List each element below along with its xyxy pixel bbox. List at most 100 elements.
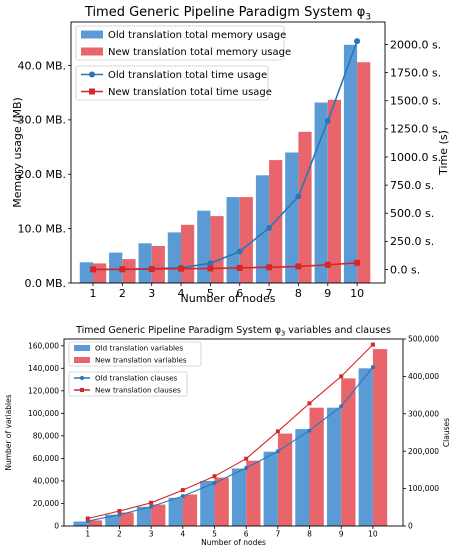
y2-tick-label: 0 bbox=[408, 522, 413, 531]
legend-label: New translation total time usage bbox=[108, 87, 272, 98]
bar-new-4 bbox=[181, 224, 195, 283]
point-new-7 bbox=[275, 429, 280, 434]
x-tick-label: 6 bbox=[244, 530, 249, 539]
legend-swatch-bar-new bbox=[81, 47, 103, 56]
y2-tick-label: 2000.0 s. bbox=[390, 38, 441, 51]
bar-old-4 bbox=[167, 232, 181, 283]
point-new-5 bbox=[212, 474, 217, 479]
bar-new-6 bbox=[239, 197, 253, 283]
x-tick-label: 1 bbox=[85, 530, 90, 539]
point-new-8 bbox=[295, 263, 302, 270]
bar-new-2 bbox=[119, 512, 134, 526]
point-new-6 bbox=[244, 456, 249, 461]
point-old-9 bbox=[324, 118, 331, 124]
variables-clauses-chart: 1 2 3 4 5 6 7 8 9 10 0 20,000 40,000 60,000 80,000 100,… bbox=[4, 325, 451, 547]
y2-axis-label: Time (s) bbox=[437, 130, 450, 176]
bar-old-6 bbox=[231, 468, 247, 526]
legend-box bbox=[75, 25, 285, 61]
point-new-2 bbox=[119, 266, 126, 273]
point-old-3 bbox=[149, 504, 154, 509]
point-old-6 bbox=[236, 248, 243, 255]
point-old-5 bbox=[207, 260, 214, 267]
line-old bbox=[87, 366, 374, 522]
bar-new-8 bbox=[309, 407, 324, 526]
legend-box bbox=[68, 371, 188, 397]
point-new-10 bbox=[354, 259, 361, 266]
legend-label: Old translation total time usage bbox=[108, 70, 267, 81]
bar-old-4 bbox=[168, 497, 183, 526]
y2-tick-label: 1500.0 s. bbox=[390, 95, 441, 108]
y2-tick-label: 100,000 bbox=[408, 484, 439, 493]
point-new-10 bbox=[370, 342, 375, 347]
memory-time-chart: 1 2 3 4 5 6 7 8 9 10 0.0 MB. 10.0 MB. 20.0 MB. 30.0 M… bbox=[11, 5, 450, 305]
bar-new-9 bbox=[327, 99, 341, 283]
point-new-4 bbox=[178, 265, 184, 272]
bar-old-5 bbox=[197, 210, 211, 283]
point-old-8 bbox=[295, 193, 302, 200]
legend-label: Old translation variables bbox=[95, 344, 183, 353]
point-new-3 bbox=[148, 266, 155, 273]
y2-tick-label: 500,000 bbox=[408, 335, 439, 344]
bar-old-5 bbox=[200, 480, 215, 526]
chart-title: Timed Generic Pipeline Paradigm System φ… bbox=[84, 5, 371, 22]
legend-marker-line-new bbox=[89, 88, 95, 95]
bar-old-2 bbox=[109, 252, 123, 283]
y-tick-label: 120,000 bbox=[28, 386, 59, 395]
point-old-8 bbox=[307, 428, 312, 433]
bar-old-3 bbox=[138, 243, 152, 283]
x-tick-label: 3 bbox=[148, 287, 155, 300]
point-new-9 bbox=[324, 261, 331, 268]
bar-new-8 bbox=[298, 131, 312, 283]
y-tick-label: 0 bbox=[54, 522, 59, 531]
x-axis-label: Number of nodes bbox=[181, 292, 276, 305]
legend-swatch-bar-old bbox=[81, 30, 103, 39]
y2-tick-label: 300,000 bbox=[408, 409, 439, 418]
legend-label: New translation total memory usage bbox=[108, 47, 291, 58]
bar-old-7 bbox=[255, 175, 270, 283]
point-new-8 bbox=[307, 401, 312, 406]
bar-old-7 bbox=[263, 451, 278, 526]
y-tick-label: 40,000 bbox=[33, 477, 59, 486]
y-tick-label: 20.0 MB. bbox=[17, 168, 66, 181]
line-new bbox=[87, 344, 374, 520]
point-old-4 bbox=[180, 494, 185, 499]
y2-tick-label: 750.0 s. bbox=[390, 179, 434, 192]
x-tick-label: 10 bbox=[368, 530, 378, 539]
x-axis-label: Number of nodes bbox=[201, 538, 266, 547]
bar-old-8 bbox=[295, 429, 310, 526]
y2-tick-label: 1750.0 s. bbox=[390, 66, 441, 79]
point-old-5 bbox=[212, 481, 217, 485]
y-tick-label: 160,000 bbox=[28, 341, 59, 350]
bar-new-10 bbox=[357, 62, 371, 284]
x-tick-label: 5 bbox=[212, 530, 217, 539]
y-tick-label: 140,000 bbox=[28, 364, 59, 373]
y-tick-label: 60,000 bbox=[33, 454, 59, 463]
x-tick-label: 9 bbox=[339, 530, 344, 539]
y-axis-label: Number of variables bbox=[4, 394, 13, 470]
point-new-9 bbox=[339, 374, 344, 379]
point-new-2 bbox=[117, 509, 122, 513]
bar-new-2 bbox=[122, 259, 136, 283]
y2-tick-label: 1000.0 s. bbox=[390, 151, 441, 164]
bar-old-6 bbox=[226, 197, 240, 283]
y-tick-label: 10.0 MB. bbox=[17, 222, 66, 235]
x-tick-label: 7 bbox=[275, 530, 280, 539]
x-tick-label: 8 bbox=[307, 530, 312, 539]
point-old-7 bbox=[275, 449, 280, 454]
point-new-1 bbox=[90, 266, 96, 273]
bar-old-10 bbox=[358, 368, 373, 526]
bar-new-7 bbox=[277, 433, 293, 526]
point-new-4 bbox=[180, 488, 185, 493]
legend-swatch-bar-new bbox=[74, 357, 90, 363]
bar-old-3 bbox=[136, 506, 152, 526]
point-new-6 bbox=[236, 264, 243, 271]
point-old-10 bbox=[354, 38, 361, 45]
bar-old-2 bbox=[105, 514, 120, 526]
point-old-6 bbox=[244, 466, 249, 470]
bar-new-3 bbox=[151, 504, 166, 526]
bar-new-1 bbox=[87, 520, 103, 526]
x-tick-label: 2 bbox=[119, 287, 126, 300]
y-tick-label: 100,000 bbox=[28, 409, 59, 418]
bar-new-4 bbox=[182, 494, 198, 526]
legend-marker-line-old bbox=[89, 71, 95, 78]
